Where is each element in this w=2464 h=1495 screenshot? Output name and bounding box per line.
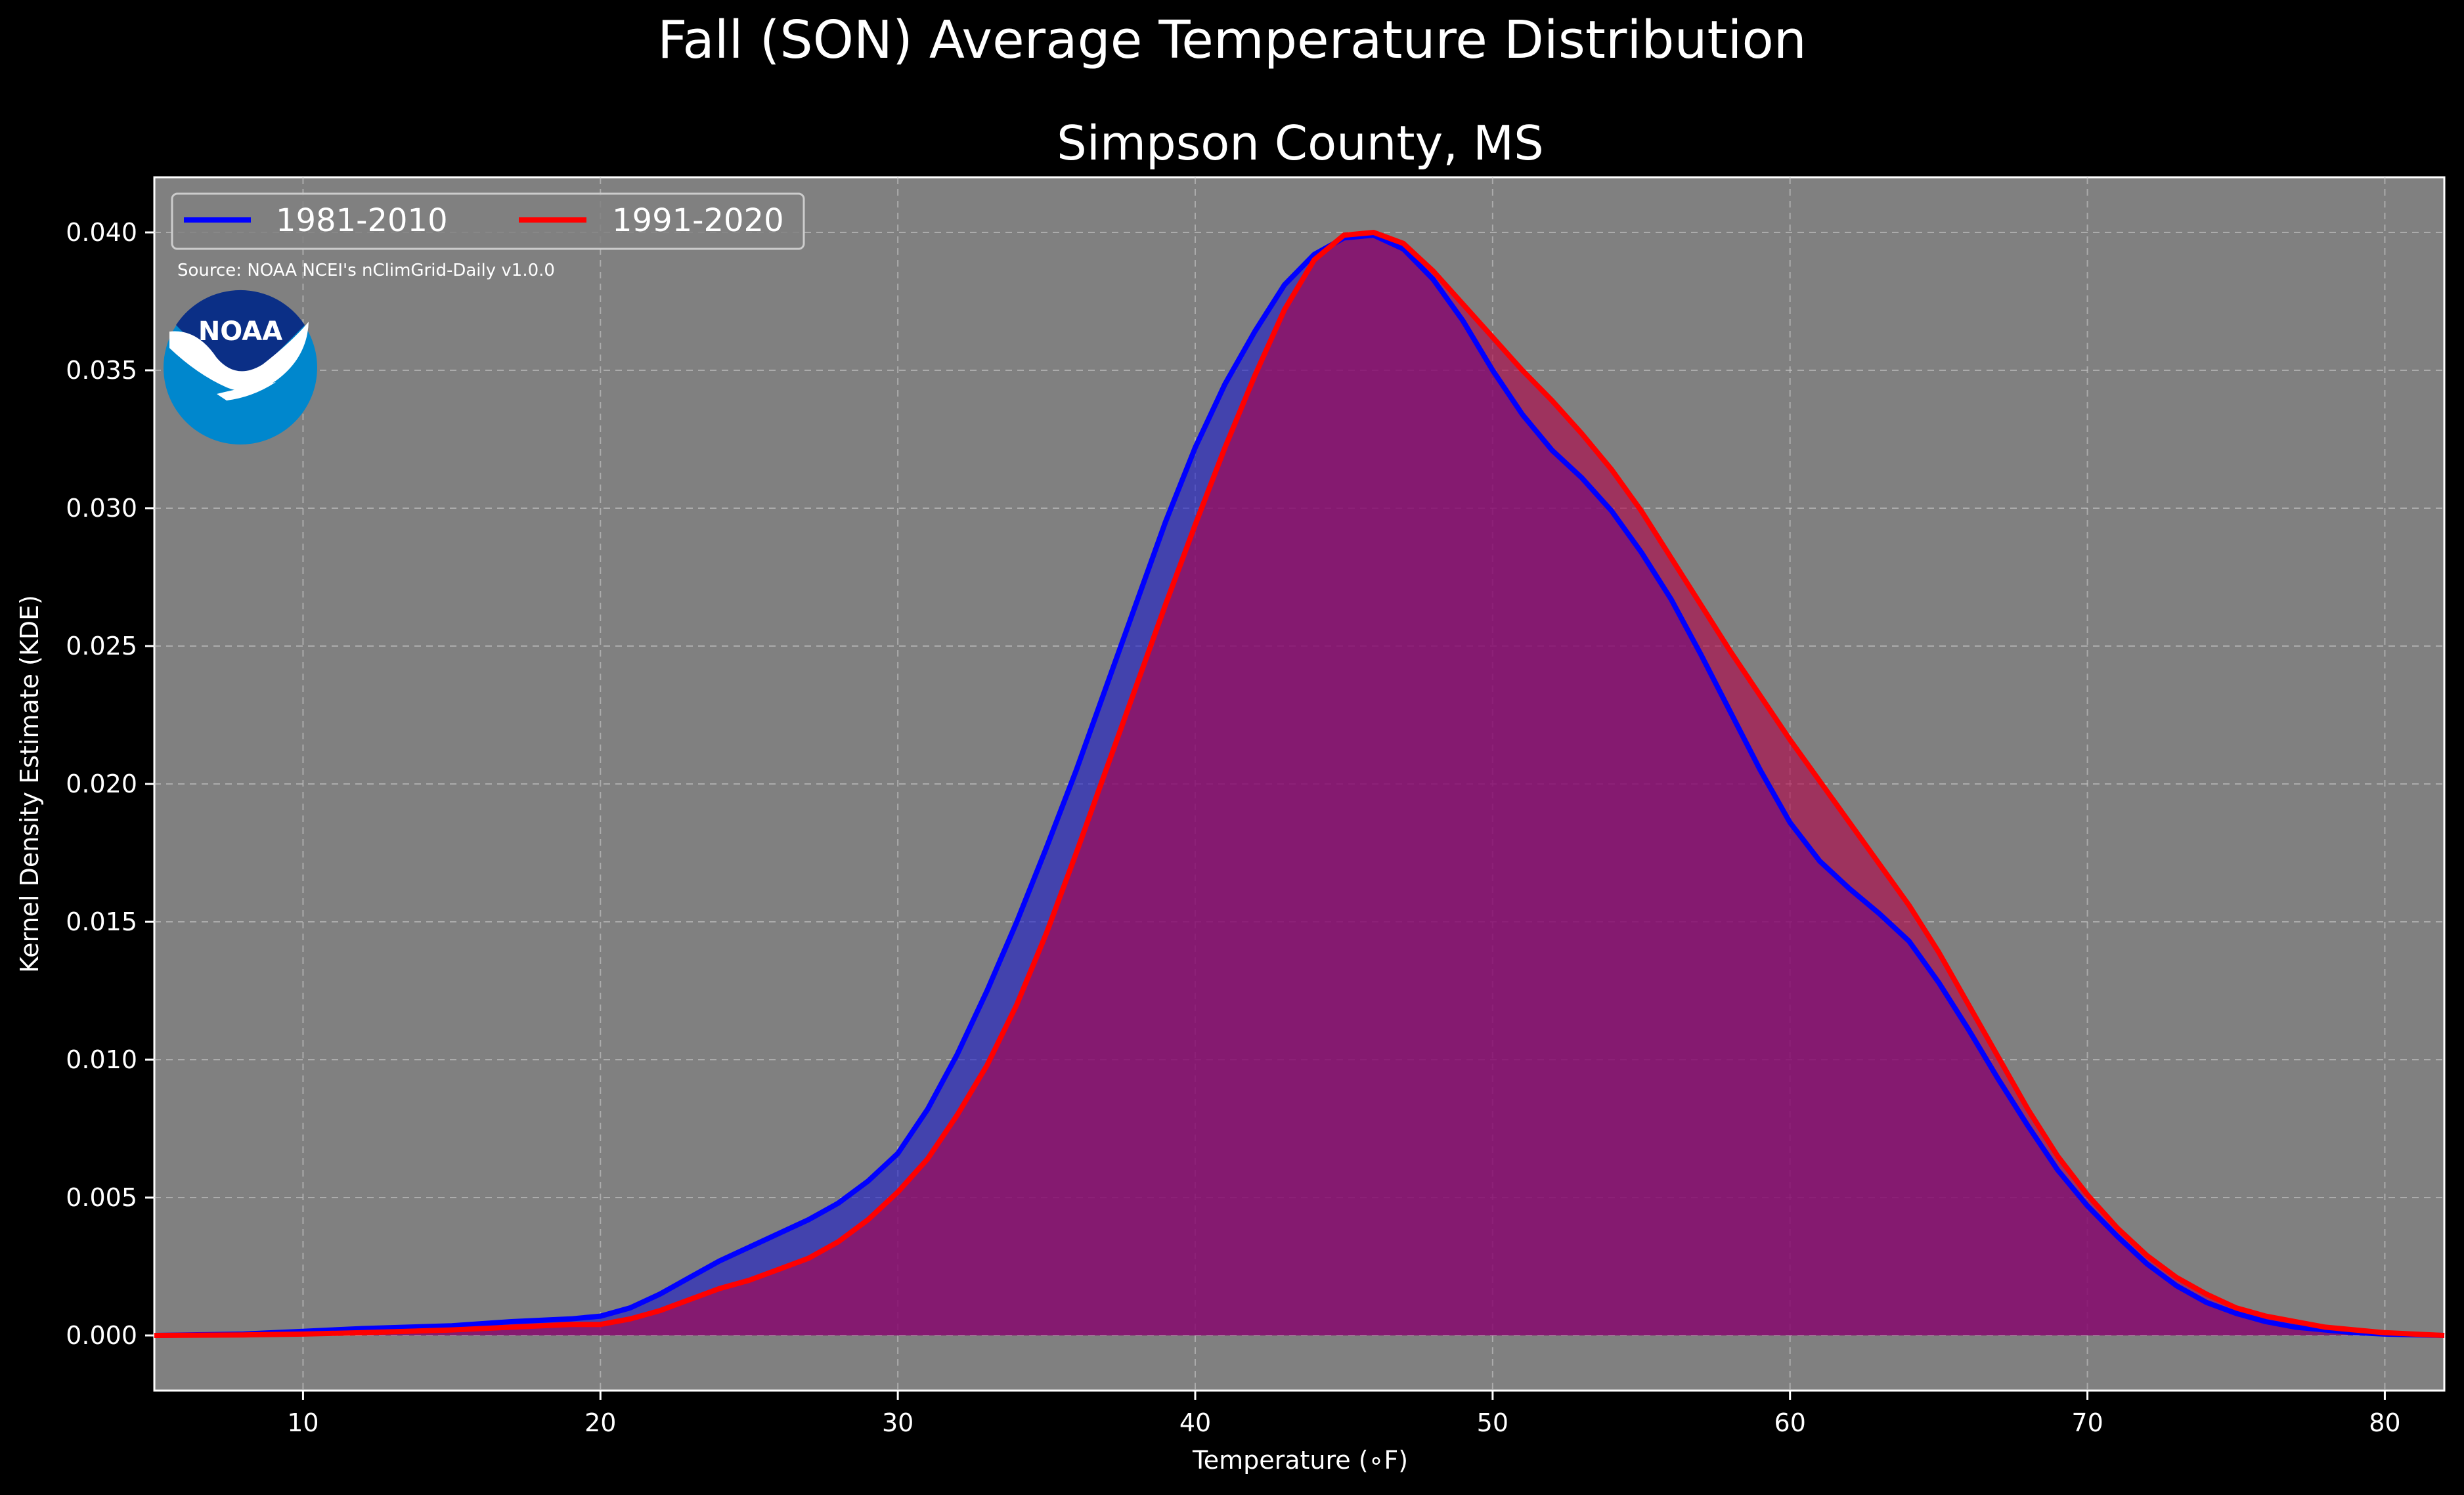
y-tick-label: 0.020 — [66, 769, 137, 798]
y-tick-label: 0.015 — [66, 907, 137, 936]
x-tick-label: 10 — [287, 1408, 319, 1437]
chart-subtitle: Simpson County, MS — [1057, 116, 1544, 171]
series-line-1981-2010 — [154, 232, 2445, 1338]
x-tick-label: 20 — [584, 1408, 616, 1437]
legend: 1981-2010 1991-2020 — [171, 192, 805, 250]
y-axis: 0.000 0.005 0.010 0.015 0.020 0.025 0.030 0.035… — [66, 218, 154, 1350]
noaa-logo-text: NOAA — [198, 316, 282, 347]
x-tick-label: 80 — [2369, 1408, 2400, 1437]
series-area-1991-2020 — [154, 232, 2444, 1335]
y-tick-label: 0.025 — [66, 632, 137, 661]
plot-area — [153, 176, 2446, 1392]
series-lines — [154, 230, 2445, 1338]
x-tick-label: 30 — [882, 1408, 913, 1437]
source-note: Source: NOAA NCEI's nClimGrid-Daily v1.0… — [177, 261, 555, 280]
y-tick-label: 0.035 — [66, 356, 137, 385]
series-areas — [154, 232, 2444, 1336]
y-tick-label: 0.010 — [66, 1045, 137, 1074]
y-tick-label: 0.030 — [66, 494, 137, 523]
legend-box — [171, 192, 805, 250]
x-tick-label: 60 — [1774, 1408, 1806, 1437]
noaa-logo: NOAA — [164, 290, 317, 444]
legend-label-1991-2020: 1991-2020 — [612, 202, 784, 239]
series-line-1991-2020 — [154, 230, 2445, 1338]
x-tick-label: 70 — [2071, 1408, 2103, 1437]
legend-label-1981-2010: 1981-2010 — [276, 202, 448, 239]
x-axis-label: Temperature (∘F) — [1192, 1446, 1408, 1475]
y-tick-label: 0.000 — [66, 1321, 137, 1350]
y-axis-label: Kernel Density Estimate (KDE) — [15, 595, 44, 973]
y-tick-label: 0.005 — [66, 1183, 137, 1212]
x-tick-label: 40 — [1179, 1408, 1211, 1437]
chart-title: Fall (SON) Average Temperature Distribut… — [657, 10, 1807, 70]
y-tick-label: 0.040 — [66, 218, 137, 247]
x-axis: 10 20 30 40 50 60 70 80 — [287, 1391, 2401, 1437]
x-tick-label: 50 — [1477, 1408, 1508, 1437]
